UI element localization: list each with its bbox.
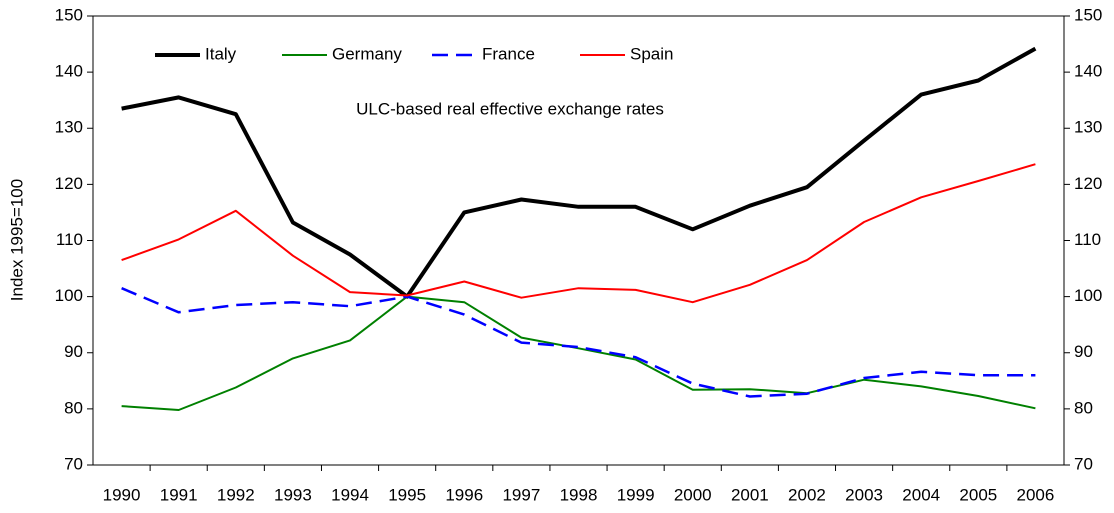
y-tick-label: 100 [55,286,83,305]
x-tick-label: 2000 [674,485,712,504]
y-tick-label: 110 [56,230,83,249]
plot-frame [92,15,1065,466]
x-tick-label: 1992 [217,485,255,504]
y-tick-label: 120 [55,174,83,193]
y2-tick-label: 110 [1074,230,1101,249]
y2-tick-label: 130 [1074,118,1102,137]
x-tick-label: 1996 [445,485,483,504]
legend-label: Germany [332,44,402,63]
x-tick-label: 2001 [731,485,769,504]
y2-tick-label: 140 [1074,62,1102,81]
line-series [121,287,1036,398]
y-tick-label: 140 [55,62,83,81]
x-tick-label: 1990 [103,485,141,504]
y-tick-label: 90 [64,342,83,361]
line-series [121,163,1036,304]
legend-label: Italy [205,44,237,63]
legend-label: Spain [630,44,673,63]
legend-label: France [482,44,535,63]
y-tick-label: 150 [55,5,83,24]
y2-tick-label: 100 [1074,286,1102,305]
x-tick-label: 1997 [502,485,540,504]
x-tick-label: 1998 [560,485,598,504]
x-tick-label: 1999 [617,485,655,504]
x-tick-label: 2005 [959,485,997,504]
y-tick-label: 70 [64,454,83,473]
y2-tick-label: 120 [1074,174,1102,193]
x-tick-label: 2002 [788,485,826,504]
x-tick-label: 1991 [160,485,198,504]
line-series [121,46,1037,299]
y-tick-label: 130 [55,118,83,137]
y-axis-label: Index 1995=100 [7,179,26,301]
x-tick-label: 2006 [1017,485,1055,504]
y2-tick-label: 80 [1074,398,1093,417]
x-tick-label: 2004 [902,485,940,504]
y2-tick-label: 90 [1074,342,1093,361]
annotation: ULC-based real effective exchange rates [356,99,664,118]
y2-tick-label: 150 [1074,5,1102,24]
x-tick-label: 2003 [845,485,883,504]
line-series [121,295,1036,411]
x-tick-label: 1994 [331,485,369,504]
x-tick-label: 1993 [274,485,312,504]
y2-tick-label: 70 [1074,454,1093,473]
x-tick-label: 1995 [388,485,426,504]
y-tick-label: 80 [64,398,83,417]
